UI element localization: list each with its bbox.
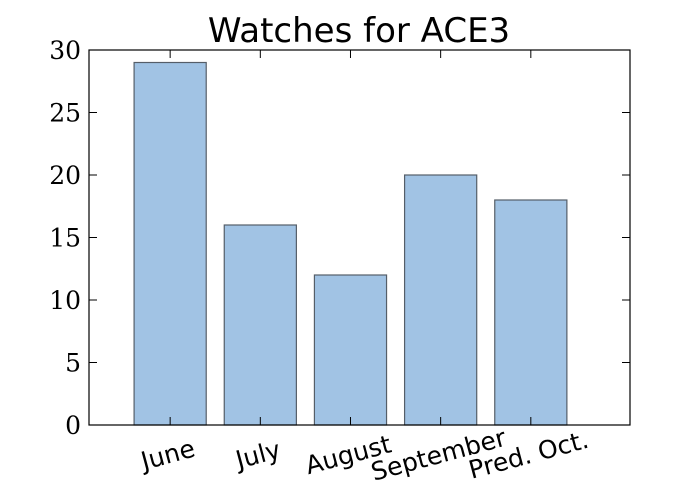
x-tick-label-july: July [231,435,284,475]
y-tick-label-20: 20 [49,161,81,190]
x-tick-label-june: June [136,434,198,477]
y-tick-label-5: 5 [65,349,81,378]
axes-layer [88,49,631,426]
bar-september [403,174,478,426]
y-tick-label-30: 30 [49,36,81,65]
bars-layer [133,61,568,426]
bar-pred-oct [494,199,568,426]
y-tick-label-10: 10 [49,286,81,315]
y-tick-label-15: 15 [49,224,81,253]
y-tick-label-25: 25 [49,99,81,128]
chart-title: Watches for ACE3 [208,11,510,51]
bar-august [313,274,388,426]
bar-june [133,61,207,426]
y-tick-label-0: 0 [65,411,81,440]
bar-july [223,224,297,426]
